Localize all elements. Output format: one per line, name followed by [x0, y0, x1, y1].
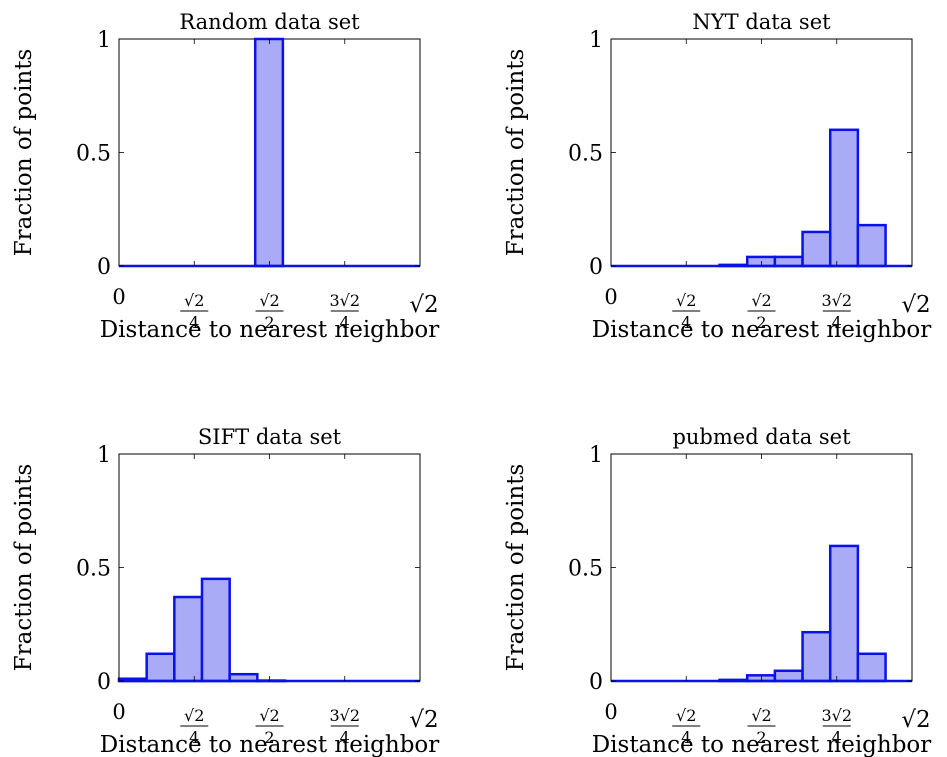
plot-frame [118, 453, 421, 682]
x-tick-denominator: 4 [189, 728, 199, 747]
histogram-bar [856, 652, 887, 683]
x-tick-denominator: 2 [756, 728, 766, 747]
chart-title: NYT data set [692, 10, 831, 34]
y-tick-label: 0.5 [76, 557, 111, 582]
histogram-bar [253, 37, 285, 268]
histogram-bar [801, 630, 832, 683]
chart-panel: 0 0.5 1 0 √2 4 √2 2 3√2 4 √2 SIFT data set Distance … [11, 425, 439, 757]
chart-panel: 0 0.5 1 0 √2 4 √2 2 3√2 4 √2 NYT data set Distance t… [503, 10, 931, 343]
plot-frame [610, 453, 913, 682]
y-tick-label: 0 [589, 670, 603, 695]
x-tick-numerator: √2 [184, 706, 204, 725]
y-axis-label: Fraction of points [11, 49, 37, 257]
x-tick-denominator: 4 [340, 728, 350, 747]
x-tick-label: √2 [409, 292, 438, 318]
x-tick-denominator: 2 [264, 728, 274, 747]
y-tick-label: 0.5 [76, 142, 111, 167]
y-tick-label: 0 [97, 255, 111, 280]
x-tick-numerator: 3√2 [329, 291, 360, 310]
histogram-bar [828, 544, 860, 683]
chart-title: Random data set [179, 10, 360, 34]
x-tick-label: 0 [604, 285, 617, 309]
y-tick-label: 0 [589, 255, 603, 280]
x-tick-denominator: 4 [189, 313, 199, 332]
histogram-bar [856, 223, 887, 268]
histogram-bar [145, 652, 176, 683]
x-tick-denominator: 4 [832, 313, 842, 332]
y-tick-label: 1 [97, 28, 111, 53]
chart-title: pubmed data set [672, 425, 851, 449]
y-tick-label: 1 [589, 28, 603, 53]
y-tick-label: 0.5 [568, 142, 603, 167]
histogram-bar [200, 577, 231, 683]
x-tick-label: √2 [409, 707, 438, 733]
histogram-bar [773, 669, 804, 683]
y-tick-label: 0.5 [568, 557, 603, 582]
x-tick-numerator: √2 [259, 706, 279, 725]
histogram-bar [173, 595, 204, 683]
histogram-bar [801, 230, 832, 268]
x-tick-denominator: 4 [681, 728, 691, 747]
x-tick-numerator: √2 [259, 291, 279, 310]
x-tick-numerator: √2 [676, 291, 696, 310]
x-axis-label: Distance to nearest neighbor [100, 732, 440, 757]
x-tick-denominator: 4 [340, 313, 350, 332]
chart-panel: 0 0.5 1 0 √2 4 √2 2 3√2 4 √2 Random data set Distanc… [11, 10, 439, 343]
histogram-bar [828, 128, 860, 268]
histogram-bar [745, 255, 777, 268]
x-tick-label: √2 [901, 292, 930, 318]
x-tick-label: 0 [112, 700, 125, 724]
x-tick-denominator: 2 [264, 313, 274, 332]
x-tick-numerator: √2 [184, 291, 204, 310]
x-axis-label: Distance to nearest neighbor [100, 317, 440, 343]
x-tick-numerator: 3√2 [329, 706, 360, 725]
x-tick-denominator: 2 [756, 313, 766, 332]
y-axis-label: Fraction of points [503, 49, 529, 257]
y-tick-label: 0 [97, 670, 111, 695]
x-axis-label: Distance to nearest neighbor [592, 732, 932, 757]
y-axis-label: Fraction of points [11, 464, 37, 672]
x-tick-numerator: √2 [751, 706, 771, 725]
chart-panel: 0 0.5 1 0 √2 4 √2 2 3√2 4 √2 pubmed data set Distanc… [503, 425, 931, 757]
x-tick-numerator: 3√2 [821, 706, 852, 725]
chart-title: SIFT data set [198, 425, 342, 449]
x-axis-label: Distance to nearest neighbor [592, 317, 932, 343]
x-tick-label: √2 [901, 707, 930, 733]
y-tick-label: 1 [589, 443, 603, 468]
y-tick-label: 1 [97, 443, 111, 468]
x-tick-numerator: 3√2 [821, 291, 852, 310]
x-tick-denominator: 4 [681, 313, 691, 332]
histogram-bar [773, 255, 804, 268]
x-tick-denominator: 4 [832, 728, 842, 747]
x-tick-label: 0 [112, 285, 125, 309]
x-tick-label: 0 [604, 700, 617, 724]
x-tick-numerator: √2 [751, 291, 771, 310]
y-axis-label: Fraction of points [503, 464, 529, 672]
x-tick-numerator: √2 [676, 706, 696, 725]
